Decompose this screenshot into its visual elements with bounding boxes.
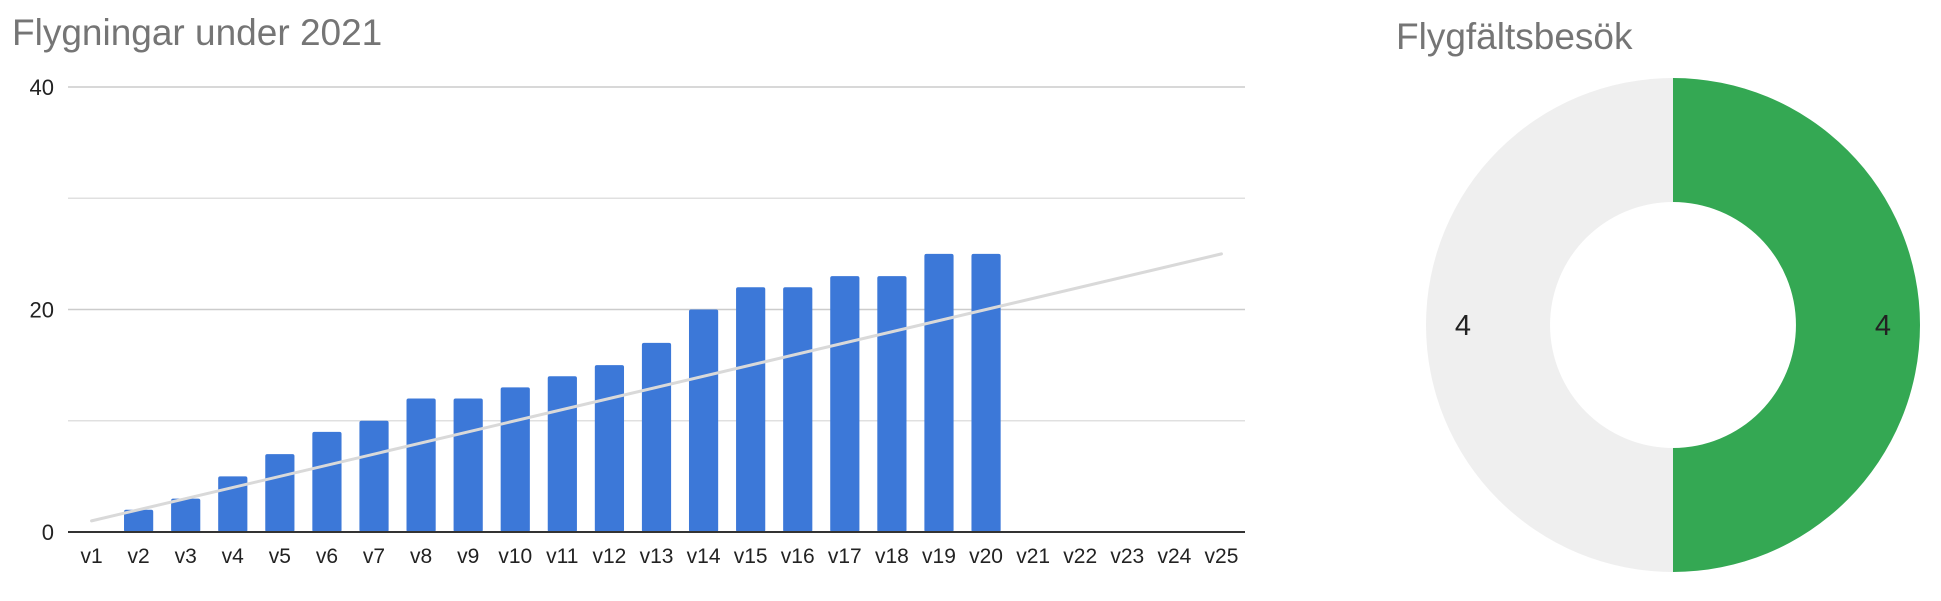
x-tick-label: v21 xyxy=(1016,545,1050,568)
bar xyxy=(171,498,201,532)
flights-bar-chart: 0 20 40 v1 v2 v3 v4 v5 v6 v7 v8 v9 v10 v11 v12 v13 v14 v1… xyxy=(30,75,1245,568)
x-tick-label: v20 xyxy=(969,545,1003,568)
x-tick-label: v18 xyxy=(875,545,909,568)
bar xyxy=(124,509,154,532)
x-tick-label: v15 xyxy=(734,545,768,568)
x-tick-label: v17 xyxy=(828,545,862,568)
x-tick-label: v2 xyxy=(128,545,150,568)
slice-label: 4 xyxy=(1875,310,1891,342)
donut-slice xyxy=(1426,78,1673,572)
x-tick-label: v7 xyxy=(363,545,385,568)
x-tick-label: v13 xyxy=(640,545,674,568)
x-tick-label: v19 xyxy=(922,545,956,568)
bar xyxy=(877,276,907,532)
x-tick-label: v9 xyxy=(457,545,479,568)
bar xyxy=(453,398,483,532)
x-tick-label: v1 xyxy=(80,545,102,568)
donut-chart-title: Flygfältsbesök xyxy=(1396,16,1633,57)
x-tick-label: v10 xyxy=(498,545,532,568)
x-tick-label: v4 xyxy=(222,545,245,568)
bar xyxy=(736,287,766,532)
bar xyxy=(547,376,577,532)
bar xyxy=(688,309,719,532)
y-tick-label: 40 xyxy=(30,75,54,100)
bar-chart-title: Flygningar under 2021 xyxy=(12,12,383,53)
y-tick-label: 20 xyxy=(30,298,54,323)
x-tick-label: v22 xyxy=(1063,545,1097,568)
x-tick-label: v12 xyxy=(592,545,626,568)
bar xyxy=(406,398,436,532)
x-tick-label: v16 xyxy=(781,545,815,568)
donut-slice xyxy=(1673,78,1920,572)
x-tick-label: v23 xyxy=(1110,545,1144,568)
x-tick-label: v5 xyxy=(269,545,291,568)
x-tick-label: v3 xyxy=(175,545,197,568)
x-tick-label: v14 xyxy=(687,545,721,568)
x-tick-label: v11 xyxy=(546,545,578,568)
y-tick-label: 0 xyxy=(42,520,54,545)
x-tick-label: v25 xyxy=(1205,545,1239,568)
x-tick-label: v8 xyxy=(410,545,432,568)
x-tick-label: v24 xyxy=(1157,545,1191,568)
bar xyxy=(783,287,813,532)
x-tick-label: v6 xyxy=(316,545,338,568)
bar xyxy=(312,431,342,532)
bar xyxy=(594,365,625,532)
bar xyxy=(359,420,389,532)
slice-label: 4 xyxy=(1455,310,1471,342)
trendline xyxy=(90,252,1223,523)
bar xyxy=(971,253,1001,532)
